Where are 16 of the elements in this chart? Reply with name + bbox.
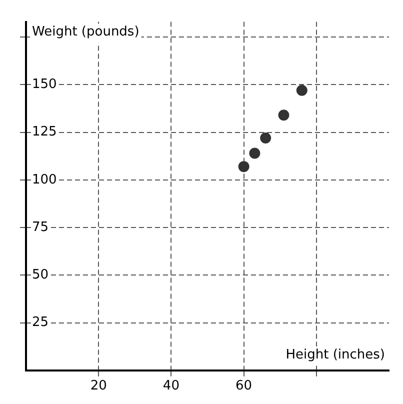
point <box>278 110 290 121</box>
x-axis-title: Height (inches) <box>286 347 386 362</box>
y-tick-label: 150 <box>32 77 57 92</box>
point <box>296 84 308 96</box>
x-tick-label: 60 <box>236 378 252 394</box>
point <box>249 148 260 159</box>
y-tick-label: 50 <box>32 268 49 283</box>
y-axis-title: Weight (pounds) <box>32 24 140 40</box>
x-tick-label: 40 <box>162 378 180 394</box>
point <box>260 132 272 144</box>
point <box>238 161 250 172</box>
y-tick-label: 75 <box>32 220 49 235</box>
y-tick-label: 100 <box>32 172 57 188</box>
y-tick-label: 25 <box>32 315 49 330</box>
y-tick-label: 125 <box>32 124 57 140</box>
x-tick-label: 20 <box>90 378 107 394</box>
